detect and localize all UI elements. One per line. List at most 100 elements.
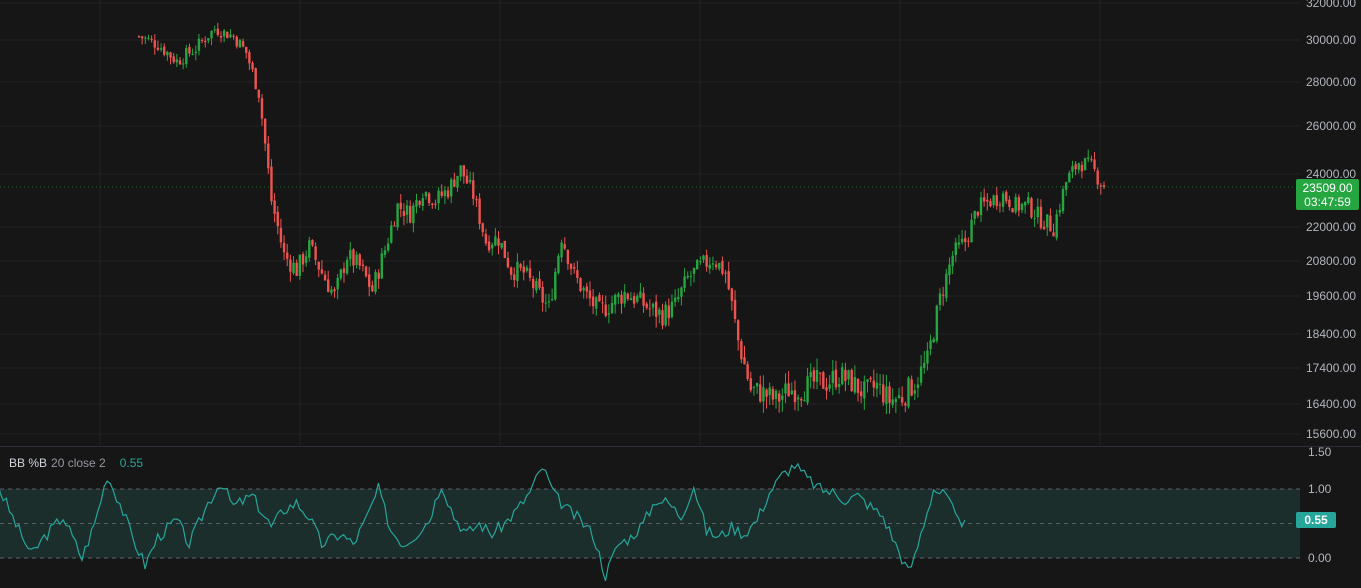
candle-body <box>232 35 235 37</box>
candle-body <box>371 285 374 292</box>
candle-body <box>601 302 604 304</box>
candle-body <box>535 280 538 291</box>
last-price-badge: 23509.00 03:47:59 <box>1296 179 1359 210</box>
candle-body <box>298 254 302 276</box>
candle-body <box>509 267 513 275</box>
candle-body <box>825 387 828 391</box>
candle-body <box>200 40 204 42</box>
candle-body <box>686 276 689 278</box>
candle-body <box>137 36 141 38</box>
candle-body <box>478 198 481 224</box>
candle-body <box>147 37 150 39</box>
candle-body <box>894 399 898 403</box>
candle-body <box>1017 197 1021 211</box>
candle-body <box>396 203 399 228</box>
candle-body <box>481 223 484 233</box>
candle-body <box>1090 159 1093 161</box>
candle-body <box>856 378 860 393</box>
candle-body <box>995 195 998 206</box>
price-axis[interactable]: 32000.00 30000.00 28000.00 26000.00 24000.00… <box>1306 0 1356 441</box>
candle-body <box>1061 188 1065 212</box>
candle-body <box>172 56 175 63</box>
candle-body <box>159 48 163 50</box>
candle-body <box>777 393 781 402</box>
candle-body <box>967 240 970 242</box>
candle-body <box>869 377 872 380</box>
candle-body <box>333 289 336 292</box>
candle-body <box>484 233 488 244</box>
price-tick-label: 19600.00 <box>1306 289 1356 303</box>
candle-body <box>617 294 620 298</box>
indicator-axis[interactable]: 1.50 1.00 0.00 <box>1308 445 1332 565</box>
candle-body <box>166 51 169 56</box>
candle-body <box>632 296 636 304</box>
candle-body <box>595 297 598 309</box>
candle-body <box>787 383 790 397</box>
candle-body <box>938 293 942 305</box>
candle-body <box>910 379 913 396</box>
candle-body <box>781 395 784 400</box>
candle-body <box>1036 206 1039 218</box>
candle-body <box>339 269 343 279</box>
candle-body <box>421 198 425 206</box>
candle-body <box>336 277 339 290</box>
price-tick-label: 22000.00 <box>1306 220 1356 234</box>
candle-body <box>390 225 393 243</box>
candle-body <box>380 253 384 279</box>
candle-body <box>213 29 216 31</box>
candle-body <box>434 203 437 205</box>
candle-body <box>1001 193 1005 207</box>
candle-body <box>610 302 614 313</box>
candle-body <box>771 388 775 400</box>
candle-body <box>500 243 503 248</box>
candle-body <box>547 301 551 303</box>
candle-body <box>1055 214 1058 238</box>
candle-body <box>582 288 585 291</box>
candle-body <box>1077 163 1080 170</box>
candle-body <box>695 260 699 270</box>
candle-body <box>651 303 655 308</box>
candle-body <box>806 376 809 403</box>
candle-body <box>973 210 976 219</box>
candle-body <box>245 46 248 53</box>
candle-body <box>702 255 705 260</box>
price-tick-label: 32000.00 <box>1306 0 1356 10</box>
candle-body <box>992 195 995 206</box>
candlestick-series <box>0 22 1300 415</box>
candle-body <box>257 89 261 98</box>
candle-body <box>323 274 327 281</box>
candle-body <box>677 296 680 300</box>
indicator-name: BB %B <box>9 456 48 470</box>
candle-body <box>932 338 935 343</box>
candle-body <box>818 372 822 374</box>
candle-body <box>809 372 812 377</box>
candle-body <box>374 272 377 292</box>
candle-body <box>683 276 686 288</box>
candle-body <box>872 380 875 388</box>
candle-body <box>692 267 696 274</box>
candle-body <box>301 254 305 265</box>
candle-body <box>755 383 759 387</box>
candle-body <box>475 199 478 201</box>
candle-body <box>718 262 721 269</box>
candle-body <box>989 200 992 207</box>
candle-body <box>579 278 582 291</box>
candle-body <box>733 299 737 319</box>
candle-body <box>1052 232 1055 237</box>
candle-body <box>875 382 879 389</box>
candle-body <box>497 238 500 246</box>
price-tick-label: 20800.00 <box>1306 254 1356 268</box>
candle-body <box>386 243 390 251</box>
candle-body <box>746 364 749 380</box>
candle-body <box>929 340 932 350</box>
indicator-legend[interactable]: BB %B 20 close 2 0.55 <box>9 456 143 470</box>
candle-body <box>531 278 535 289</box>
candle-body <box>1030 198 1033 218</box>
grid-lines <box>0 0 1300 446</box>
candle-body <box>263 118 267 144</box>
candle-body <box>654 301 658 317</box>
candle-body <box>538 278 541 288</box>
candle-body <box>468 179 472 183</box>
candle-body <box>279 227 283 243</box>
